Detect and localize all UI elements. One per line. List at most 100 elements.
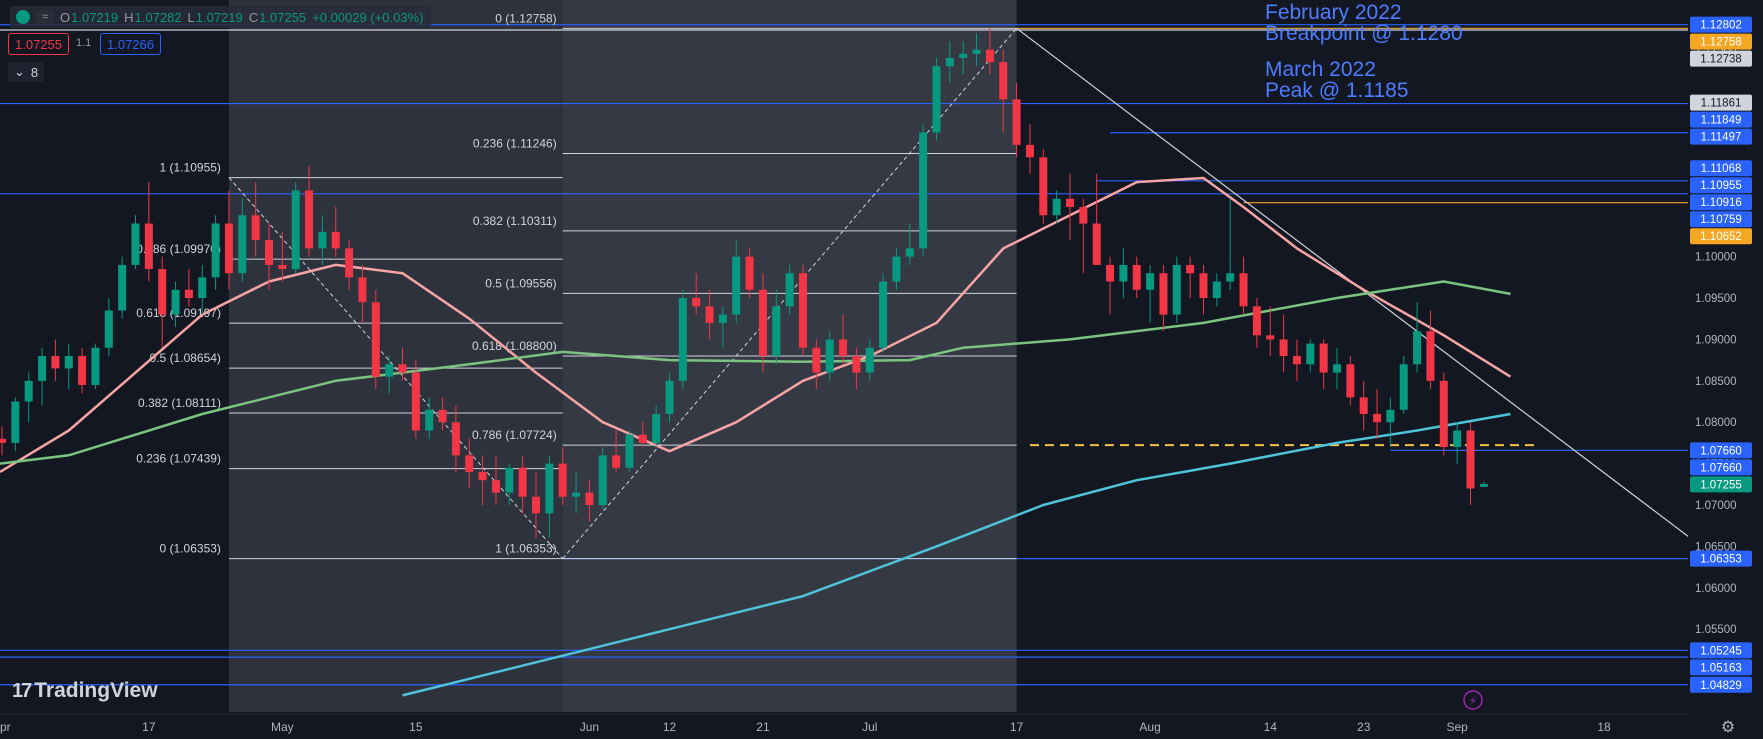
candle-body [1439,380,1448,448]
candle-body [1453,430,1462,448]
candle-body [678,298,687,381]
candle-body [491,480,500,493]
price-tag [1690,50,1752,67]
candle-body [198,277,207,299]
price-tag [1690,659,1752,676]
price-tag [1690,94,1752,111]
annotation-march-line1: March 2022 [1265,58,1376,81]
close-value: 1.07255 [259,9,307,25]
candle-body [465,455,474,472]
annotation-march-line2: Peak @ 1.1185 [1265,79,1409,102]
candle-body [1052,198,1061,216]
candle-body [1279,339,1288,356]
trend-line [1016,27,1738,575]
fib-level-label: 1 (1.10955) [160,161,221,175]
spread-value: 1.1 [76,37,92,49]
price-axis-label: 1.05500 [1695,624,1737,636]
candle-body [1079,206,1088,224]
candle-body [799,273,807,348]
price-tag [1690,550,1752,567]
price-tag [1690,442,1752,459]
indicator-count: 8 [30,64,39,80]
candle-body [1426,331,1435,381]
candle-body [1186,264,1195,274]
price-tag-label: 1.11861 [1701,98,1742,110]
indicators-toggle[interactable]: ⌄ 8 [8,62,45,82]
fib-trend-line [228,177,564,559]
candle-body [78,356,87,385]
fib-level-label: 0.382 (1.10311) [473,214,557,228]
chevron-down-icon: ⌄ [14,64,25,79]
candle-body [932,66,941,133]
time-axis-label: pr [0,720,11,734]
candle-body [785,273,794,307]
price-tag [1690,476,1752,493]
fib-level-label: 0.5 (1.08654) [150,351,221,365]
sell-button[interactable]: 1.07255 [8,33,69,55]
time-axis-label: May [271,720,294,734]
candle-body [224,223,233,274]
candle-body [1159,273,1168,315]
time-axis-label: Jun [580,720,599,734]
moving-average-line [0,176,1512,473]
price-tag-label: 1.06353 [1700,554,1742,566]
annotation-february: February 2022 Breakpoint @ 1.1280 [1265,2,1463,44]
price-tag-label: 1.07660 [1700,445,1742,457]
candle-body [398,364,407,373]
candle-body [345,248,354,278]
price-tag-label: 1.12802 [1700,20,1742,32]
candle-body [999,62,1008,100]
fib-level-label: 0.786 (1.07724) [472,428,557,442]
price-axis-label: 1.07000 [1695,500,1737,512]
buy-button[interactable]: 1.07266 [100,33,161,55]
candle-body [411,372,420,431]
candle-body [1146,273,1155,290]
candle-body [1012,99,1021,145]
fib-level-label: 0.5 (1.09556) [485,276,556,290]
candle-body [278,264,287,270]
tradingview-logo[interactable]: 17 TradingView [12,679,158,703]
time-axis-label: 23 [1357,720,1371,734]
symbol-flag-icon[interactable] [16,10,30,24]
price-axis-label: 1.06000 [1695,583,1737,595]
candle-body [11,401,20,443]
time-axis-label: 17 [1010,720,1024,734]
price-tag [1690,211,1752,228]
time-axis-label: 14 [1264,720,1278,734]
candle-body [1239,273,1248,307]
price-tag-label: 1.10652 [1700,231,1742,243]
candle-body [505,467,514,493]
candle-body [1413,331,1422,365]
candle-body [1172,264,1181,315]
gear-icon[interactable]: ⚙ [1721,717,1735,736]
high-value: 1.07282 [134,9,182,25]
candle-body [585,492,594,506]
candle-body [665,380,674,414]
price-tag [1690,33,1752,50]
candle-body [1373,413,1382,423]
fib-level-label: 0.236 (1.07439) [136,452,221,466]
candle-body [478,471,487,481]
time-axis-label: Aug [1139,720,1160,734]
candle-body [211,223,220,278]
candle-body [184,289,193,299]
candle-body [1066,198,1074,207]
price-tag [1690,111,1752,128]
candle-body [625,434,634,468]
price-tag-label: 1.07660 [1700,462,1742,474]
candle-body [892,256,901,282]
time-axis-label: 21 [756,720,770,734]
fib-level-label: 0 (1.12758) [495,11,556,25]
candle-body [1333,364,1341,373]
tradingview-logo-text: TradingView [34,679,158,702]
candle-body [0,438,6,443]
lightning-icon[interactable] [1463,690,1483,710]
candle-body [251,215,260,241]
candle-body [812,347,821,373]
price-tag-label: 1.11849 [1701,115,1742,127]
price-tag-label: 1.04829 [1700,680,1742,692]
wave-icon[interactable]: ≈ [36,10,54,24]
candle-body [331,231,340,249]
candle-body [972,49,981,54]
